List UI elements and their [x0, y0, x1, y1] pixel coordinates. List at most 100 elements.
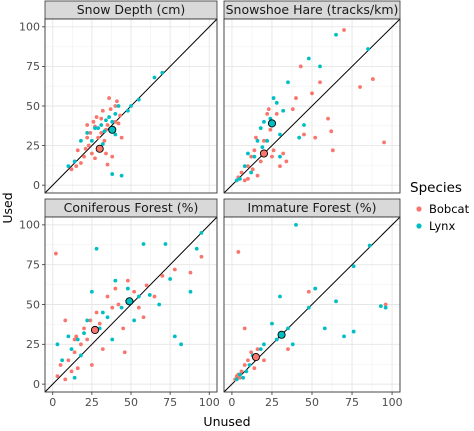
point-bobcat [93, 156, 97, 161]
point-bobcat [85, 123, 90, 127]
tick-label-y: 0 [33, 378, 40, 391]
point-bobcat [79, 342, 83, 347]
mean-point-lynx [125, 297, 134, 306]
point-bobcat [318, 80, 322, 85]
point-bobcat [329, 129, 334, 134]
point-bobcat [141, 315, 146, 320]
legend-label-lynx: Lynx [429, 219, 455, 233]
point-lynx [157, 302, 162, 307]
point-bobcat [94, 115, 99, 119]
point-bobcat [294, 96, 298, 100]
point-lynx [242, 164, 247, 169]
point-bobcat [91, 119, 96, 124]
point-bobcat [258, 159, 263, 164]
point-bobcat [239, 369, 244, 374]
point-bobcat [313, 135, 318, 140]
mean-point-lynx [277, 330, 286, 339]
panel-snow-depth-cm: Snow Depth (cm) 0 25 50 75 100 [19, 0, 218, 194]
point-bobcat [58, 363, 63, 367]
point-lynx [104, 118, 108, 123]
point-lynx [89, 289, 94, 294]
point-bobcat [252, 148, 257, 153]
point-bobcat [55, 374, 60, 379]
point-lynx [136, 294, 141, 299]
panel-snowshoe-hare-tracks-km: Snowshoe Hare (tracks/km) [223, 0, 401, 194]
point-bobcat [110, 154, 115, 159]
legend-key-lynx [416, 223, 422, 229]
point-bobcat [113, 286, 118, 291]
point-lynx [160, 70, 165, 75]
point-lynx [258, 347, 263, 351]
point-bobcat [118, 113, 122, 118]
point-lynx [89, 138, 94, 143]
tick-label-x: 50 [305, 396, 319, 409]
point-bobcat [85, 135, 90, 140]
y-axis-label: Used [0, 192, 15, 223]
point-lynx [238, 176, 242, 181]
point-bobcat [306, 289, 311, 294]
point-bobcat [246, 358, 250, 363]
point-lynx [75, 337, 80, 342]
mean-point-bobcat [95, 144, 104, 153]
point-bobcat [75, 366, 80, 371]
point-lynx [72, 159, 77, 164]
point-lynx [246, 151, 250, 156]
point-lynx [290, 342, 295, 347]
point-bobcat [265, 112, 270, 116]
point-lynx [72, 375, 77, 380]
point-bobcat [252, 366, 257, 371]
point-lynx [252, 154, 257, 159]
point-lynx [378, 304, 383, 308]
panel-border-snowshoe-hare-tracks-km [223, 18, 401, 194]
point-lynx [66, 334, 71, 339]
point-lynx [334, 32, 338, 37]
point-bobcat [290, 107, 295, 112]
point-bobcat [172, 267, 177, 272]
point-bobcat [105, 123, 110, 127]
point-lynx [199, 230, 204, 235]
point-lynx [168, 277, 173, 281]
point-lynx [60, 358, 65, 363]
strip-title-snowshoe-hare-tracks-km: Snowshoe Hare (tracks/km) [226, 2, 399, 17]
point-bobcat [116, 302, 121, 307]
point-bobcat [97, 321, 102, 326]
point-lynx [342, 334, 346, 339]
point-bobcat [188, 270, 193, 275]
point-bobcat [53, 251, 58, 256]
point-lynx [85, 131, 90, 135]
legend: Species Bobcat Lynx [410, 180, 470, 233]
strip-title-coniferous-forest: Coniferous Forest (%) [64, 200, 199, 215]
mean-point-bobcat [251, 353, 260, 362]
point-bobcat [82, 326, 86, 331]
point-lynx [85, 318, 90, 323]
point-bobcat [104, 151, 108, 156]
tick-label-x: 100 [199, 396, 220, 409]
point-bobcat [72, 337, 77, 342]
point-lynx [334, 299, 338, 304]
point-bobcat [266, 107, 271, 112]
point-lynx [119, 173, 124, 178]
point-bobcat [236, 250, 241, 254]
tick-label-y: 100 [19, 219, 40, 232]
point-lynx [262, 342, 266, 347]
point-lynx [367, 243, 372, 248]
point-bobcat [239, 170, 244, 175]
point-lynx [99, 123, 104, 127]
point-lynx [113, 132, 118, 137]
point-lynx [110, 119, 115, 124]
legend-title: Species [410, 180, 462, 196]
point-bobcat [82, 154, 86, 159]
point-bobcat [342, 28, 346, 32]
point-lynx [136, 97, 141, 102]
point-bobcat [370, 77, 375, 81]
point-lynx [383, 305, 388, 310]
point-bobcat [310, 91, 314, 96]
point-bobcat [74, 164, 79, 169]
point-bobcat [115, 99, 119, 104]
reference-line-snowshoe-hare-tracks-km [224, 19, 400, 193]
tick-label-y: 25 [26, 338, 40, 351]
strip-title-snow-depth-cm: Snow Depth (cm) [77, 2, 186, 17]
tick-label-y: 25 [26, 139, 40, 152]
point-bobcat [274, 112, 279, 116]
point-bobcat [94, 310, 99, 315]
